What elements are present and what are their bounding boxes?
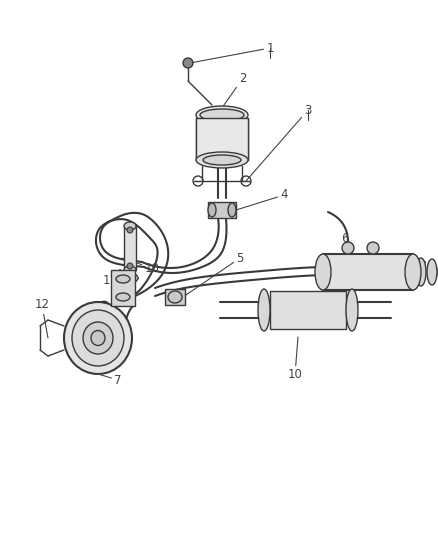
Ellipse shape (116, 293, 130, 301)
Circle shape (367, 242, 379, 254)
Circle shape (183, 58, 193, 68)
Ellipse shape (116, 275, 130, 283)
Ellipse shape (72, 310, 124, 366)
Ellipse shape (168, 291, 182, 303)
Ellipse shape (346, 289, 358, 331)
Text: 11: 11 (102, 273, 135, 288)
Text: 5: 5 (183, 252, 244, 297)
Text: 1: 1 (190, 42, 274, 63)
Ellipse shape (315, 254, 331, 290)
Ellipse shape (208, 203, 216, 217)
Text: 10: 10 (288, 337, 302, 382)
Text: 6: 6 (341, 231, 360, 268)
Ellipse shape (122, 273, 138, 283)
Ellipse shape (83, 322, 113, 354)
Ellipse shape (427, 259, 437, 285)
Bar (196, 118, 248, 160)
Ellipse shape (405, 254, 421, 290)
Bar (208, 202, 236, 218)
Ellipse shape (228, 203, 236, 217)
Ellipse shape (203, 155, 241, 165)
Text: 4: 4 (236, 189, 288, 210)
Text: 7: 7 (98, 374, 122, 386)
Circle shape (342, 242, 354, 254)
Text: 12: 12 (35, 298, 49, 338)
Bar (111, 270, 135, 306)
Ellipse shape (196, 106, 248, 124)
Text: 3: 3 (246, 103, 312, 181)
Circle shape (127, 227, 133, 233)
Text: 2: 2 (217, 71, 247, 115)
Bar (323, 254, 413, 290)
Ellipse shape (258, 289, 270, 331)
Ellipse shape (416, 258, 426, 286)
Text: 10: 10 (122, 258, 159, 274)
Ellipse shape (64, 302, 132, 374)
Bar (165, 289, 185, 305)
Bar (270, 291, 346, 329)
Ellipse shape (124, 222, 136, 230)
Circle shape (127, 263, 133, 269)
Bar (124, 226, 136, 270)
Ellipse shape (124, 266, 136, 274)
Ellipse shape (200, 109, 244, 121)
Ellipse shape (91, 330, 105, 345)
Ellipse shape (196, 152, 248, 168)
